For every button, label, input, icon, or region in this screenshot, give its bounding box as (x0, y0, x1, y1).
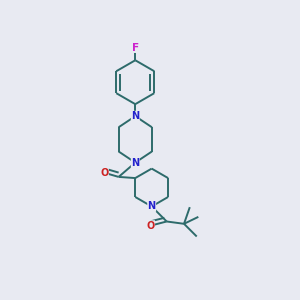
Text: O: O (146, 221, 154, 231)
Text: F: F (132, 43, 139, 52)
Text: N: N (131, 111, 139, 121)
Text: O: O (100, 168, 108, 178)
Text: N: N (148, 202, 156, 212)
Text: N: N (131, 158, 139, 168)
